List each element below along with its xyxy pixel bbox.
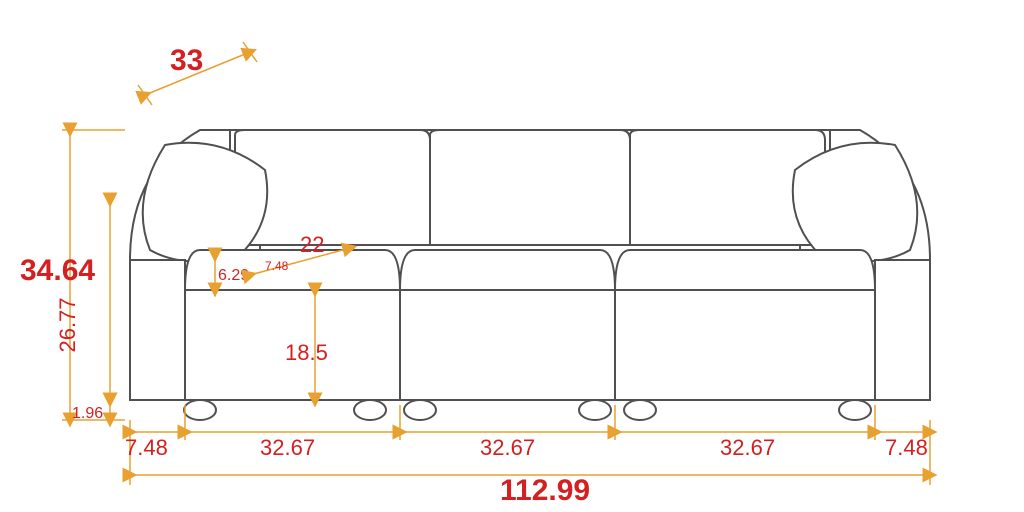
throw-pillow-right	[793, 143, 917, 262]
dim-base-height: 18.5	[285, 340, 328, 365]
dim-total-height: 34.64	[20, 254, 95, 287]
seat-base-3	[615, 290, 875, 400]
dim-seat-2: 32.67	[480, 435, 535, 460]
sofa-dimension-diagram: 112.99 7.48 32.67 32.67 32.67 7.48 34.64…	[0, 0, 1024, 512]
dim-seat-3: 32.67	[720, 435, 775, 460]
dim-seat-depth: 22	[300, 232, 324, 257]
leg-4	[579, 400, 611, 420]
leg-3	[404, 400, 436, 420]
dim-cushion: 6.29	[218, 267, 249, 284]
dim-total-width: 112.99	[500, 474, 590, 507]
leg-6	[839, 400, 871, 420]
dim-seat-1: 32.67	[260, 435, 315, 460]
dim-arm-left: 7.48	[125, 435, 168, 460]
leg-1	[184, 400, 216, 420]
leg-2	[354, 400, 386, 420]
leg-5	[624, 400, 656, 420]
dim-arm-right: 7.48	[885, 435, 928, 460]
throw-pillow-left	[143, 143, 267, 262]
dim-depth: 33	[170, 44, 203, 77]
seat-base-2	[400, 290, 615, 400]
dim-seat-depth-note: 7.48	[265, 259, 289, 273]
back-cushion-2	[430, 130, 630, 245]
seat-cushion-2	[400, 250, 615, 290]
arm-panel-left	[130, 260, 185, 400]
seat-cushion-3	[615, 250, 875, 290]
dim-leg: 1.96	[72, 405, 103, 422]
arm-panel-right	[875, 260, 930, 400]
dim-seat-height: 26.77	[55, 297, 80, 352]
